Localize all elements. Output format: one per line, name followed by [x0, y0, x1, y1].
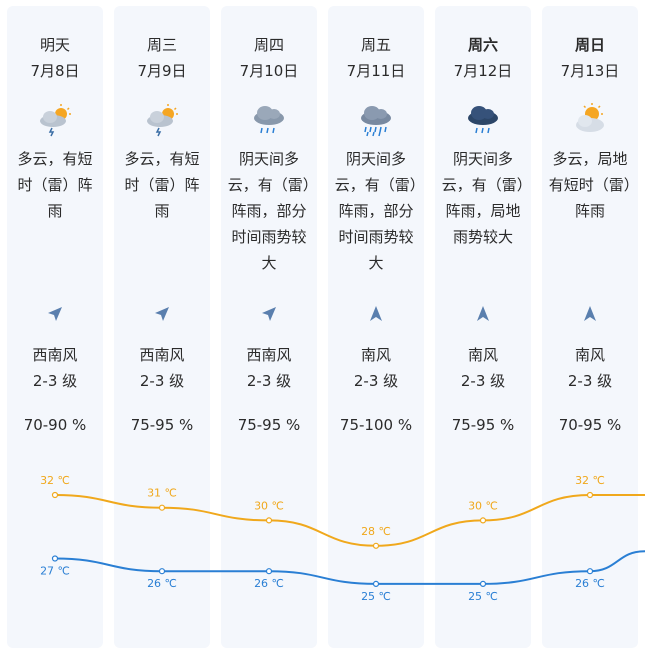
condition-text: 阴天间多云，有（雷）阵雨，部分时间雨势较大 — [334, 150, 418, 272]
arrow-northeast-icon — [262, 307, 276, 321]
cloudy-sun-thunder-rain-icon — [40, 104, 71, 137]
humidity: 70-95 % — [558, 416, 622, 434]
day-card-2[interactable]: 周三 7月9日 多云，有短时（雷）阵雨 西南风 2-3 级 75-95 % — [114, 6, 210, 648]
dark-cloud-rain-icon — [468, 106, 498, 134]
day-date: 7月9日 — [137, 62, 187, 80]
wind-level: 2-3 级 — [567, 372, 613, 390]
condition-text: 多云，局地有短时（雷）阵雨 — [548, 150, 632, 220]
day-date: 7月10日 — [239, 62, 299, 80]
day-card-6[interactable]: 周日 7月13日 多云，局地有短时（雷）阵雨 南风 2-3 级 70-95 % — [542, 6, 638, 648]
arrow-north-icon — [477, 306, 489, 321]
arrow-northeast-icon — [155, 307, 169, 321]
humidity: 75-100 % — [339, 416, 413, 434]
overcast-heavy-rain-icon — [361, 106, 391, 137]
humidity: 70-90 % — [23, 416, 87, 434]
wind-level: 2-3 级 — [246, 372, 292, 390]
day-name: 周四 — [253, 36, 284, 54]
wind-direction: 西南风 — [246, 346, 292, 364]
day-name: 明天 — [39, 36, 70, 54]
day-card-1[interactable]: 明天 7月8日 多云，有短时（雷）阵雨 西南风 2-3 级 70-90 % — [7, 6, 103, 648]
wind-direction: 南风 — [467, 346, 498, 364]
humidity: 75-95 % — [451, 416, 515, 434]
day-name: 周六 — [467, 36, 498, 54]
day-name: 周三 — [146, 36, 177, 54]
wind-level: 2-3 级 — [139, 372, 185, 390]
wind-direction: 南风 — [360, 346, 391, 364]
cloudy-sun-thunder-rain-icon — [147, 104, 178, 137]
condition-text: 多云，有短时（雷）阵雨 — [17, 150, 93, 220]
arrow-north-icon — [370, 306, 382, 321]
wind-level: 2-3 级 — [353, 372, 399, 390]
arrow-north-icon — [584, 306, 596, 321]
day-date: 7月13日 — [560, 62, 620, 80]
humidity: 75-95 % — [237, 416, 301, 434]
wind-level: 2-3 级 — [32, 372, 78, 390]
arrow-northeast-icon — [48, 307, 62, 321]
day-card-4[interactable]: 周五 7月11日 阴天间多云，有（雷）阵雨，部分时间雨势较大 南风 2-3 级 … — [328, 6, 424, 648]
condition-text: 阴天间多云，有（雷）阵雨，部分时间雨势较大 — [227, 150, 311, 272]
day-card-5[interactable]: 周六 7月12日 阴天间多云，有（雷）阵雨，局地雨势较大 南风 2-3 级 75… — [435, 6, 531, 648]
condition-text: 多云，有短时（雷）阵雨 — [124, 150, 200, 220]
wind-direction: 西南风 — [32, 346, 78, 364]
wind-direction: 西南风 — [139, 346, 185, 364]
humidity: 75-95 % — [130, 416, 194, 434]
day-date: 7月11日 — [346, 62, 406, 80]
overcast-thunder-rain-icon — [254, 106, 284, 134]
day-date: 7月12日 — [453, 62, 513, 80]
wind-direction: 南风 — [574, 346, 605, 364]
day-name: 周五 — [360, 36, 391, 54]
day-name: 周日 — [574, 36, 605, 54]
day-card-3[interactable]: 周四 7月10日 阴天间多云，有（雷）阵雨，部分时间雨势较大 西南风 2-3 级… — [221, 6, 317, 648]
condition-text: 阴天间多云，有（雷）阵雨，局地雨势较大 — [441, 150, 525, 246]
day-date: 7月8日 — [30, 62, 80, 80]
sun-behind-cloud-icon — [576, 103, 604, 132]
wind-level: 2-3 级 — [460, 372, 506, 390]
